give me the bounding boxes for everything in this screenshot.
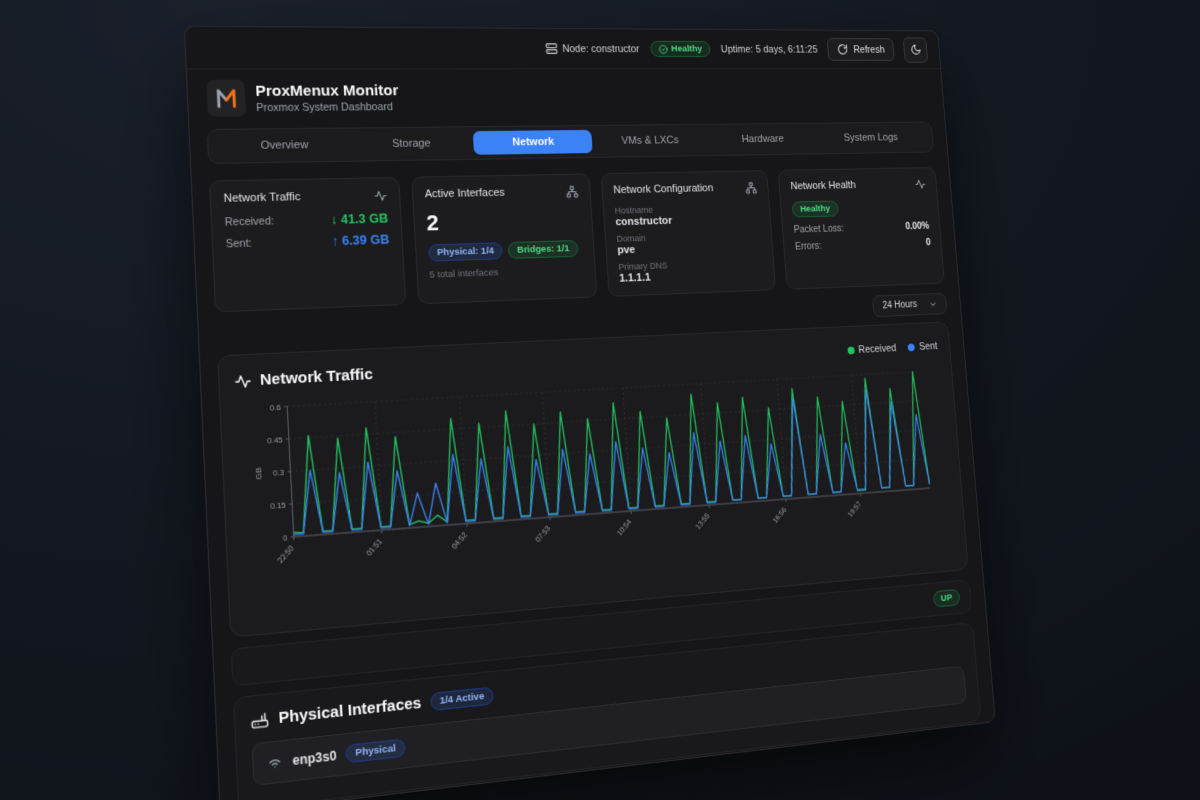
health-status-badge: Healthy [791,200,839,218]
interface-type-badge: Physical [345,738,406,764]
chart-title: Network Traffic [259,365,374,390]
app-title-block: ProxMenux Monitor Proxmox System Dashboa… [255,82,400,114]
theme-toggle-button[interactable] [902,36,929,63]
tab-vms-lxcs[interactable]: VMs & LXCs [621,134,680,147]
svg-text:0.6: 0.6 [270,402,281,412]
svg-text:04:52: 04:52 [450,530,469,551]
network-health-card-title: Network Health [790,179,857,193]
check-circle-icon [658,44,668,53]
svg-text:0.15: 0.15 [270,500,286,511]
svg-text:22:50: 22:50 [275,544,295,565]
refresh-button[interactable]: Refresh [826,37,895,61]
router-icon [250,710,269,730]
tab-storage[interactable]: Storage [391,137,431,151]
legend-received: Received [846,342,897,356]
health-badge: Healthy [649,40,711,58]
proxmenux-logo [206,79,247,117]
network-health-card: Network Health Healthy Packet Loss: 0.00… [777,167,945,290]
svg-text:01:51: 01:51 [364,537,384,558]
network-configuration-card: Network Configuration Hostname construct… [600,170,777,297]
received-dot [846,346,855,355]
uptime-label: Uptime: 5 days, 6:11:25 [720,43,818,55]
sent-dot [907,343,916,351]
hostname-value: constructor [615,215,673,229]
sent-label: Sent: [225,237,253,251]
svg-text:16:56: 16:56 [771,505,788,525]
activity-icon [914,178,926,190]
tab-network[interactable]: Network [472,129,594,155]
interface-name: enp3s0 [292,747,337,768]
svg-text:GB: GB [254,467,264,480]
node-label: Node: constructor [561,42,640,55]
svg-text:0.3: 0.3 [273,467,285,477]
app-header: ProxMenux Monitor Proxmox System Dashboa… [187,69,945,125]
tab-bar: Overview Storage Network VMs & LXCs Hard… [206,121,934,164]
tab-system-logs[interactable]: System Logs [843,131,899,144]
chart-legend: Received Sent [846,340,938,356]
server-icon [545,42,558,55]
network-nodes-icon [565,185,578,198]
refresh-icon [837,43,849,55]
errors-label: Errors: [794,241,822,253]
network-traffic-card: Network Traffic Received: ↓ 41.3 GB Sent… [208,176,407,313]
active-count-badge: 1/4 Active [430,686,494,712]
chevron-down-icon [929,299,938,309]
up-status-badge: UP [932,588,961,608]
wifi-icon [266,753,283,771]
top-status-bar: Node: constructor Healthy Uptime: 5 days… [184,26,941,70]
tab-hardware[interactable]: Hardware [741,133,785,146]
received-value: ↓ 41.3 GB [330,211,389,227]
active-interfaces-card-title: Active Interfaces [424,186,506,201]
physical-count-badge: Physical: 1/4 [427,242,504,262]
network-traffic-card-title: Network Traffic [223,191,301,205]
app-title: ProxMenux Monitor [254,81,399,100]
proxmenux-monitor-window: Node: constructor Healthy Uptime: 5 days… [183,25,996,800]
logo-m-icon [214,87,238,110]
svg-text:19:57: 19:57 [846,500,863,519]
active-interfaces-count: 2 [425,210,440,236]
network-traffic-chart-card: Network Traffic Received Sent 0 0.15 0.3 0.… [217,321,969,638]
physical-interfaces-title: Physical Interfaces [278,694,422,728]
time-range-select[interactable]: 24 Hours [872,292,948,318]
moon-icon [910,44,922,56]
legend-sent: Sent [907,340,938,353]
packet-loss-value: 0.00% [904,221,930,233]
received-label: Received: [224,215,275,229]
svg-text:13:55: 13:55 [694,511,712,531]
bridges-count-badge: Bridges: 1/1 [507,240,579,259]
activity-icon [373,189,387,202]
sent-value: ↑ 6.39 GB [331,232,390,249]
packet-loss-label: Packet Loss: [793,223,845,236]
svg-text:0: 0 [283,533,288,543]
errors-value: 0 [925,237,932,249]
svg-text:07:53: 07:53 [534,524,553,544]
network-tree-icon [745,182,757,195]
active-interfaces-card: Active Interfaces 2 Physical: 1/4 Bridge… [410,173,598,305]
node-indicator: Node: constructor [545,42,640,55]
app-subtitle: Proxmox System Dashboard [255,100,394,114]
total-interfaces-label: 5 total interfaces [429,267,499,281]
activity-icon [234,372,252,390]
tab-overview[interactable]: Overview [260,139,309,152]
traffic-chart: 0 0.15 0.3 0.45 0.6 22:50 01:51 04:52 07:53 10:54… [254,357,953,565]
chart-area: 0 0.15 0.3 0.45 0.6 22:50 01:51 04:52 07:53 10:54… [235,357,953,603]
network-configuration-card-title: Network Configuration [613,182,714,197]
svg-text:10:54: 10:54 [615,517,633,537]
svg-text:0.45: 0.45 [267,435,283,445]
